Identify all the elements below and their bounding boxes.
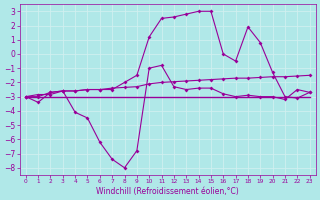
X-axis label: Windchill (Refroidissement éolien,°C): Windchill (Refroidissement éolien,°C) — [96, 187, 239, 196]
